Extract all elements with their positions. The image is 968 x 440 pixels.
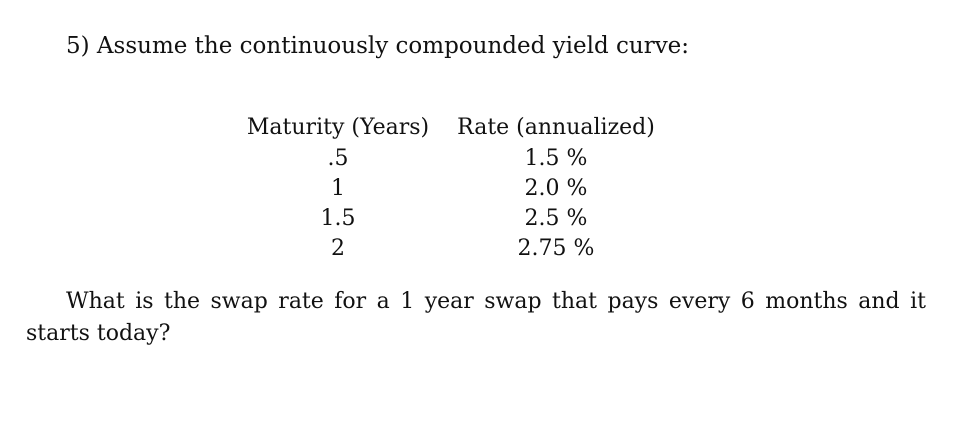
question-text: What is the swap rate for a 1 year swap … — [26, 289, 926, 346]
maturity-cell: 1 — [331, 176, 345, 201]
maturity-cell: .5 — [327, 146, 349, 171]
rate-cell: 2.75 % — [517, 236, 595, 261]
table-header-row: Maturity (Years) Rate (annualized) — [232, 112, 668, 144]
rate-cell: 1.5 % — [524, 146, 588, 171]
maturity-column-header: Maturity (Years) — [246, 115, 430, 140]
rate-cell: 2.0 % — [524, 176, 588, 201]
rate-column-header: Rate (annualized) — [457, 115, 655, 140]
rate-cell: 2.5 % — [524, 206, 588, 231]
table-row: 1 2.0 % — [232, 174, 668, 204]
problem-title: 5) Assume the continuously compounded yi… — [66, 33, 690, 59]
table-row: 1.5 2.5 % — [232, 204, 668, 234]
yield-curve-table: Maturity (Years) Rate (annualized) .5 1.… — [232, 112, 668, 264]
maturity-cell: 1.5 — [320, 206, 356, 231]
table-row: 2 2.75 % — [232, 234, 668, 264]
maturity-cell: 2 — [331, 236, 345, 261]
table-row: .5 1.5 % — [232, 144, 668, 174]
